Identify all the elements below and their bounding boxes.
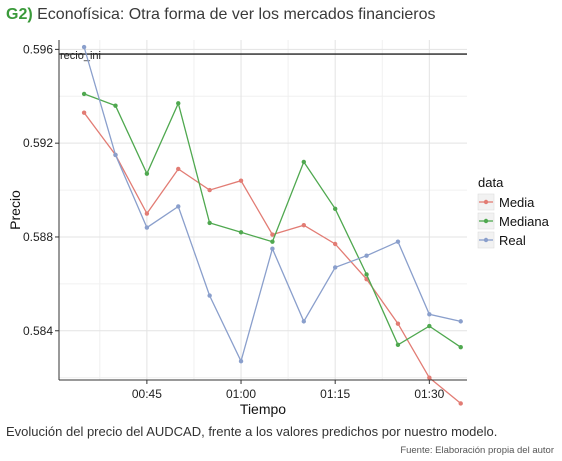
data-point-mediana — [332, 206, 338, 212]
data-point-real — [144, 225, 150, 230]
data-point-real — [207, 293, 212, 298]
data-point-real — [301, 319, 306, 324]
data-point-real — [270, 246, 275, 251]
legend-key-point — [483, 237, 489, 243]
data-point-media — [332, 241, 338, 247]
x-axis-title: Tiempo — [240, 401, 286, 417]
reference-hline-label: recio_ini — [60, 50, 101, 62]
data-point-mediana — [395, 342, 401, 348]
figure-caption: Evolución del precio del AUDCAD, frente … — [6, 424, 498, 439]
legend-label-mediana: Mediana — [499, 214, 550, 229]
data-point-media — [207, 187, 212, 193]
data-point-media — [176, 166, 181, 172]
y-tick-label: 0.588 — [23, 230, 53, 244]
x-tick-label: 01:00 — [226, 387, 256, 401]
data-point-mediana — [144, 171, 150, 176]
data-point-media — [395, 321, 401, 326]
data-point-media — [238, 178, 244, 183]
data-point-mediana — [238, 230, 244, 235]
figure-source: Fuente: Elaboración propia del autor — [400, 445, 554, 456]
data-point-mediana — [270, 239, 275, 244]
figure-tag: G2) — [6, 6, 33, 23]
data-point-real — [176, 204, 181, 209]
x-tick-label: 00:45 — [132, 387, 162, 401]
figure-title: Econofísica: Otra forma de ver los merca… — [37, 6, 436, 23]
data-point-real — [364, 253, 369, 258]
data-point-media — [81, 110, 87, 115]
data-point-real — [458, 319, 463, 324]
data-point-mediana — [458, 344, 463, 350]
data-point-real — [81, 44, 87, 50]
data-point-mediana — [427, 323, 432, 329]
line-chart: recio_ini 0.584 0.588 0.592 0.596 00:45 01:00 0… — [7, 40, 550, 417]
data-point-media — [301, 223, 306, 228]
data-point-real — [113, 152, 118, 158]
legend-key-point — [483, 199, 489, 205]
data-point-media — [458, 401, 463, 406]
data-point-mediana — [364, 272, 369, 277]
y-axis-title: Precio — [7, 190, 23, 230]
legend-key-point — [483, 218, 489, 224]
y-tick-label: 0.592 — [23, 136, 53, 150]
data-point-mediana — [207, 220, 212, 226]
x-tick-label: 01:15 — [320, 387, 350, 401]
data-point-mediana — [113, 103, 118, 108]
data-point-media — [427, 375, 432, 380]
data-point-mediana — [301, 159, 306, 165]
data-point-real — [332, 265, 338, 270]
legend-title: data — [478, 175, 504, 190]
figure-header: G2) Econofísica: Otra forma de ver los m… — [6, 6, 436, 24]
y-tick-label: 0.584 — [23, 324, 53, 338]
y-tick-label: 0.596 — [23, 42, 53, 56]
data-point-media — [270, 232, 275, 237]
data-point-media — [144, 211, 150, 216]
data-point-real — [427, 312, 432, 317]
data-point-real — [395, 239, 401, 244]
data-point-real — [238, 359, 244, 364]
plot-panel — [59, 40, 467, 380]
legend-label-media: Media — [499, 195, 535, 210]
data-point-mediana — [176, 101, 181, 106]
x-tick-label: 01:30 — [414, 387, 444, 401]
data-point-mediana — [81, 91, 87, 97]
legend-label-real: Real — [499, 233, 526, 248]
